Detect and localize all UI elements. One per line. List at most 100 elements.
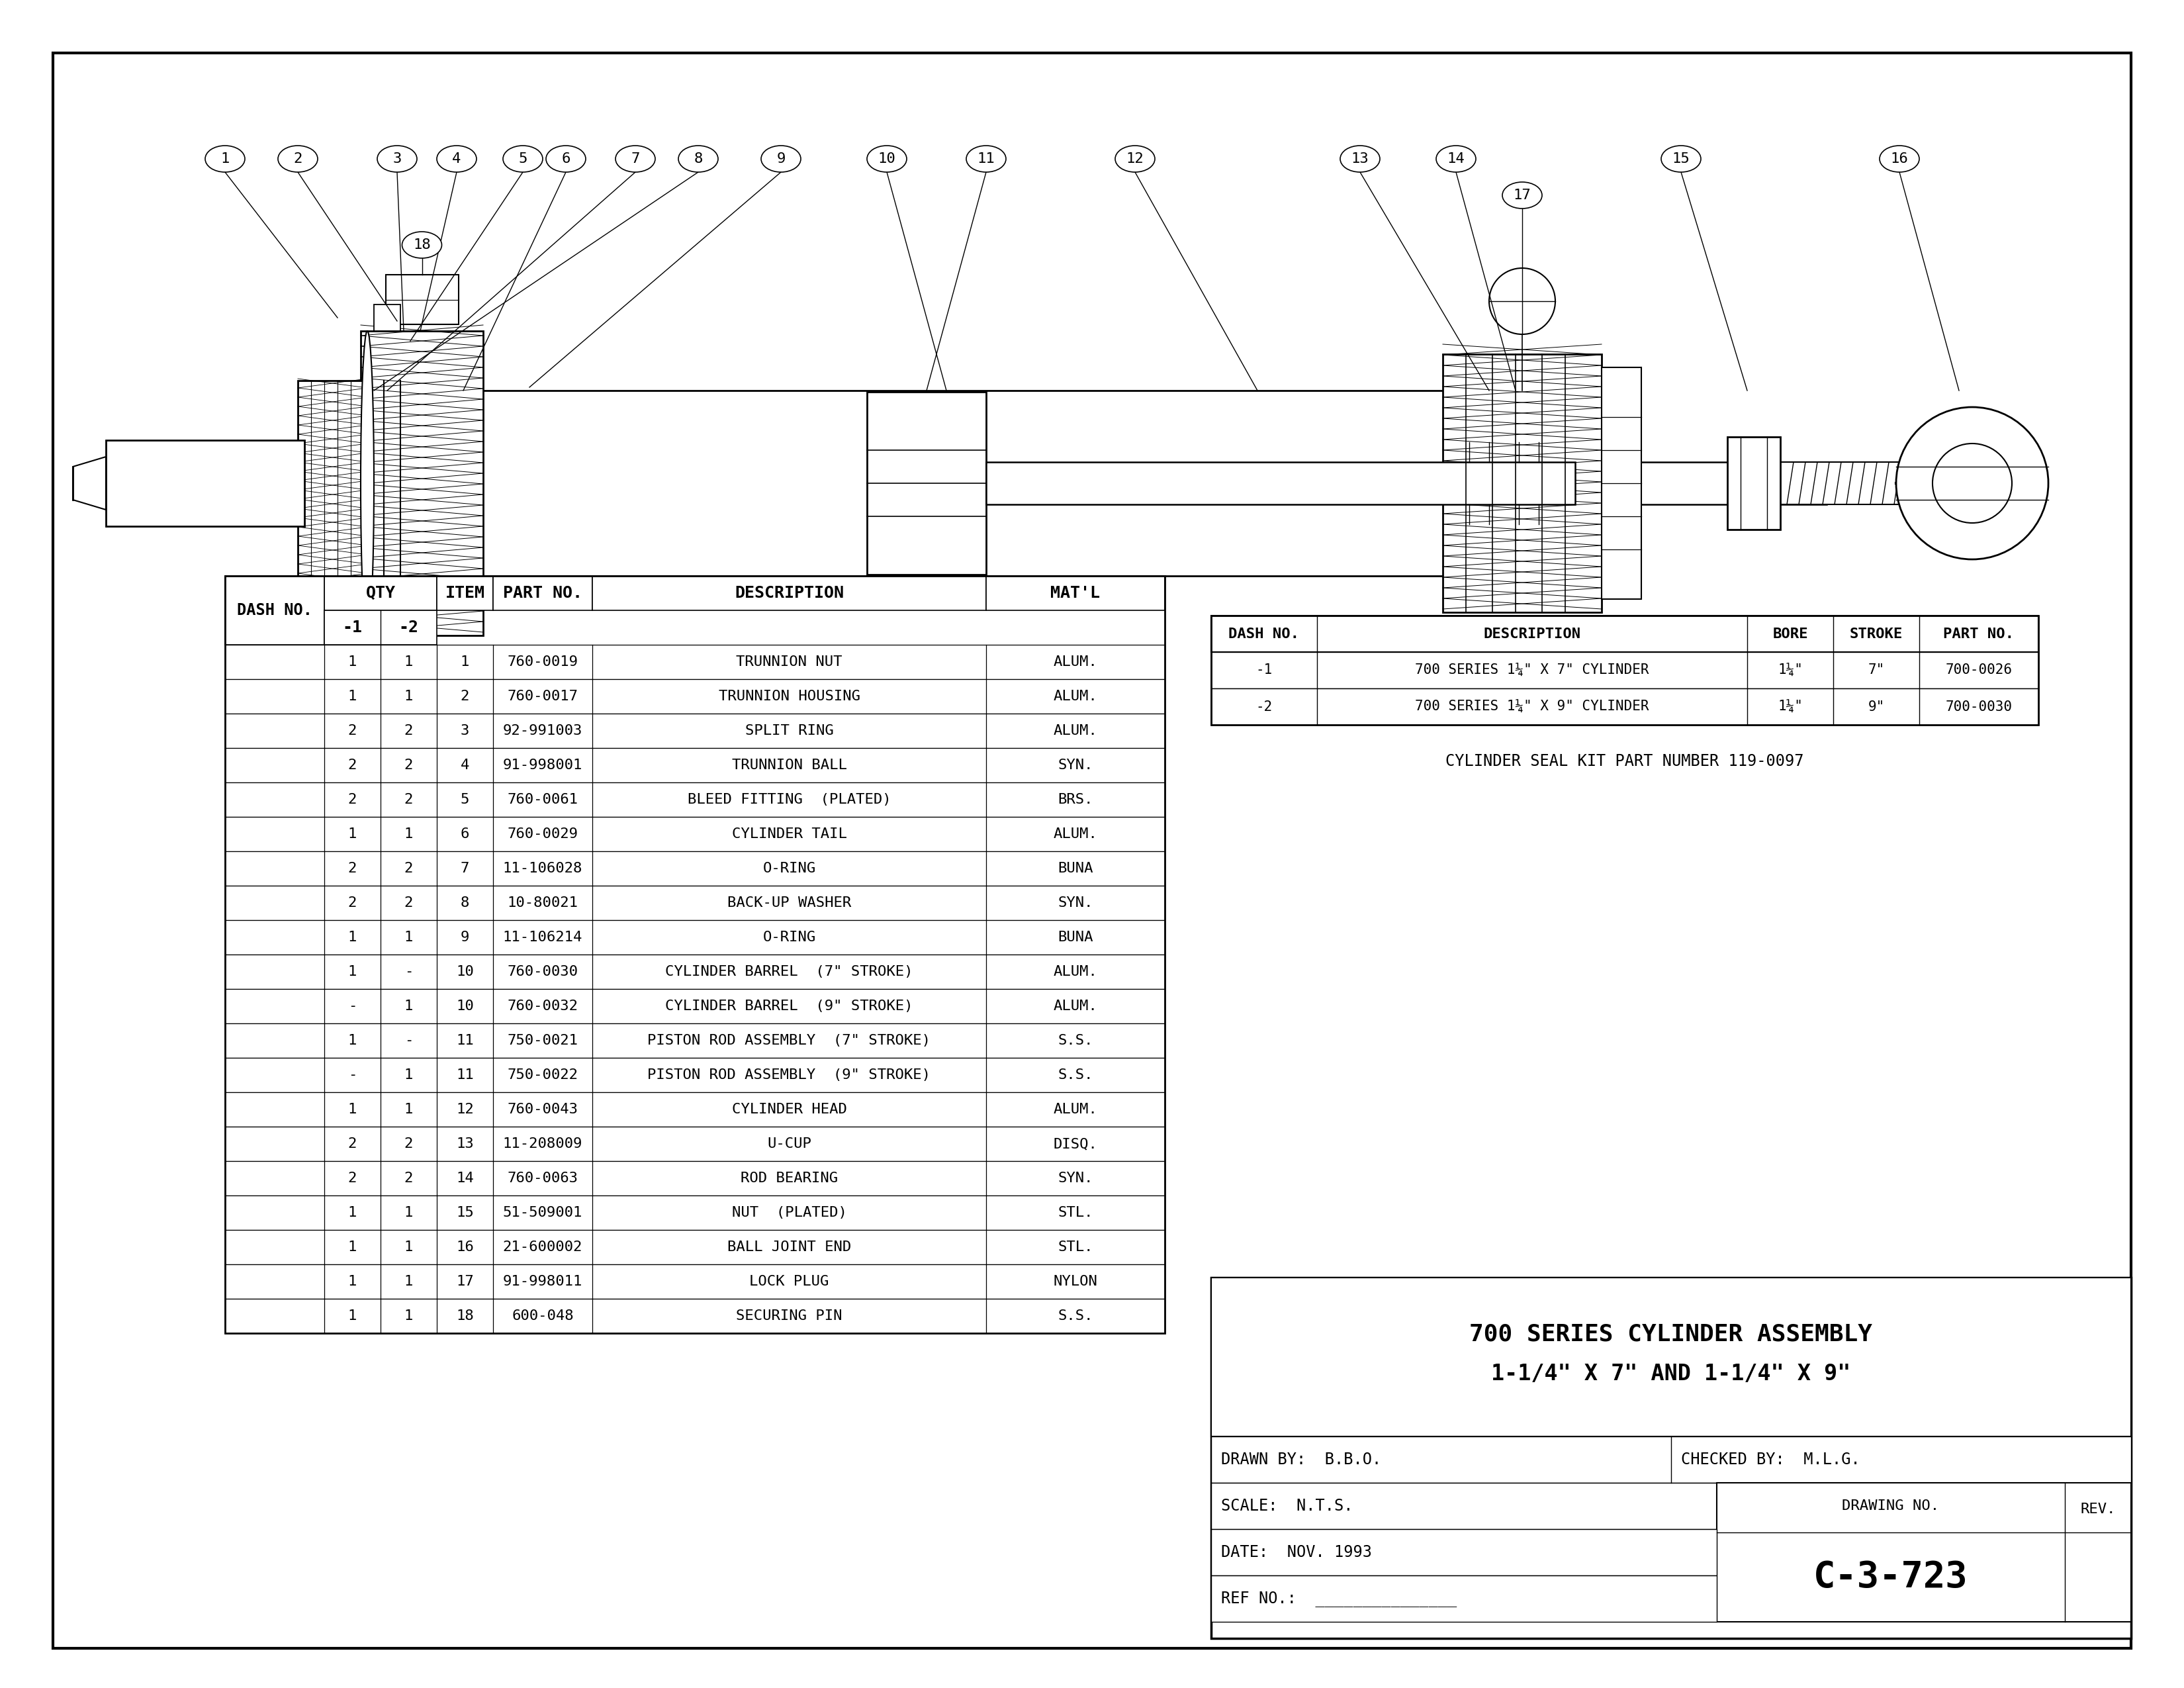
Text: 18: 18 bbox=[413, 238, 430, 252]
Ellipse shape bbox=[867, 145, 906, 172]
Text: 1¼": 1¼" bbox=[1778, 701, 1802, 714]
Text: 7: 7 bbox=[461, 863, 470, 874]
Ellipse shape bbox=[378, 145, 417, 172]
Text: 91-998011: 91-998011 bbox=[502, 1274, 583, 1288]
Bar bbox=[1212, 689, 2038, 724]
Bar bbox=[1212, 1278, 2132, 1436]
Text: 9: 9 bbox=[461, 930, 470, 944]
Text: 760-0029: 760-0029 bbox=[507, 827, 579, 841]
Text: TRUNNION BALL: TRUNNION BALL bbox=[732, 758, 847, 771]
Text: BUNA: BUNA bbox=[1057, 863, 1094, 874]
Text: 760-0030: 760-0030 bbox=[507, 966, 579, 979]
Bar bbox=[1444, 354, 1601, 613]
Text: 11-106214: 11-106214 bbox=[502, 930, 583, 944]
Bar bbox=[1212, 616, 2038, 652]
Text: 1: 1 bbox=[404, 690, 413, 702]
Text: 2: 2 bbox=[404, 758, 413, 771]
Bar bbox=[1212, 652, 2038, 689]
Text: SCALE:  N.T.S.: SCALE: N.T.S. bbox=[1221, 1497, 1354, 1514]
Text: CYLINDER SEAL KIT PART NUMBER 119-0097: CYLINDER SEAL KIT PART NUMBER 119-0097 bbox=[1446, 753, 1804, 770]
Text: ALUM.: ALUM. bbox=[1053, 999, 1099, 1013]
Ellipse shape bbox=[1341, 145, 1380, 172]
Text: 2: 2 bbox=[404, 1171, 413, 1185]
Text: 2: 2 bbox=[347, 724, 356, 738]
Text: 760-0063: 760-0063 bbox=[507, 1171, 579, 1185]
Text: BORE: BORE bbox=[1773, 628, 1808, 640]
Text: SYN.: SYN. bbox=[1057, 1171, 1094, 1185]
Text: 1-1/4" X 7" AND 1-1/4" X 9": 1-1/4" X 7" AND 1-1/4" X 9" bbox=[1492, 1362, 1850, 1384]
Text: 600-048: 600-048 bbox=[511, 1310, 574, 1323]
Text: 17: 17 bbox=[1514, 189, 1531, 203]
Text: 760-0017: 760-0017 bbox=[507, 690, 579, 702]
Text: 7": 7" bbox=[1867, 663, 1885, 677]
Bar bbox=[225, 1092, 1164, 1126]
Ellipse shape bbox=[502, 145, 542, 172]
Ellipse shape bbox=[1880, 145, 1920, 172]
Text: 760-0032: 760-0032 bbox=[507, 999, 579, 1013]
Text: 10: 10 bbox=[878, 152, 895, 165]
Bar bbox=[225, 1264, 1164, 1298]
Ellipse shape bbox=[546, 145, 585, 172]
Text: 10: 10 bbox=[456, 999, 474, 1013]
Bar bbox=[225, 851, 1164, 886]
Text: 12: 12 bbox=[1127, 152, 1144, 165]
Ellipse shape bbox=[437, 145, 476, 172]
Polygon shape bbox=[72, 457, 105, 510]
Text: 11-208009: 11-208009 bbox=[502, 1138, 583, 1151]
Text: 2: 2 bbox=[347, 896, 356, 910]
Text: 2: 2 bbox=[347, 1171, 356, 1185]
Text: U-CUP: U-CUP bbox=[767, 1138, 810, 1151]
Text: 2: 2 bbox=[404, 1138, 413, 1151]
Bar bbox=[225, 714, 1164, 748]
Text: ALUM.: ALUM. bbox=[1053, 827, 1099, 841]
Text: 1: 1 bbox=[347, 1207, 356, 1219]
Text: NUT  (PLATED): NUT (PLATED) bbox=[732, 1207, 847, 1219]
Text: 10-80021: 10-80021 bbox=[507, 896, 579, 910]
Circle shape bbox=[1896, 407, 2049, 559]
Bar bbox=[225, 989, 1164, 1023]
Text: 92-991003: 92-991003 bbox=[502, 724, 583, 738]
Text: 15: 15 bbox=[456, 1207, 474, 1219]
Ellipse shape bbox=[402, 231, 441, 258]
Text: 750-0021: 750-0021 bbox=[507, 1035, 579, 1047]
Bar bbox=[225, 1195, 1164, 1231]
Bar bbox=[225, 679, 1164, 714]
Bar bbox=[225, 817, 1164, 851]
Text: 13: 13 bbox=[1352, 152, 1369, 165]
Text: CYLINDER TAIL: CYLINDER TAIL bbox=[732, 827, 847, 841]
Text: 13: 13 bbox=[456, 1138, 474, 1151]
Bar bbox=[225, 645, 1164, 679]
Text: TRUNNION HOUSING: TRUNNION HOUSING bbox=[719, 690, 860, 702]
Text: 8: 8 bbox=[695, 152, 703, 165]
Text: 2: 2 bbox=[404, 863, 413, 874]
Ellipse shape bbox=[965, 145, 1007, 172]
Text: 1: 1 bbox=[404, 655, 413, 668]
Bar bbox=[225, 576, 1164, 1334]
Text: 1: 1 bbox=[347, 827, 356, 841]
Circle shape bbox=[1933, 444, 2011, 523]
Text: 10: 10 bbox=[456, 966, 474, 979]
Bar bbox=[225, 1023, 1164, 1058]
Text: PISTON ROD ASSEMBLY  (7" STROKE): PISTON ROD ASSEMBLY (7" STROKE) bbox=[649, 1035, 930, 1047]
Text: C-3-723: C-3-723 bbox=[1813, 1560, 1968, 1595]
Text: 1: 1 bbox=[347, 1102, 356, 1116]
Ellipse shape bbox=[1116, 145, 1155, 172]
Bar bbox=[1780, 463, 1926, 505]
Text: 2: 2 bbox=[347, 863, 356, 874]
Text: 11-106028: 11-106028 bbox=[502, 863, 583, 874]
Text: DASH NO.: DASH NO. bbox=[236, 603, 312, 618]
Text: 4: 4 bbox=[461, 758, 470, 771]
Text: 2: 2 bbox=[347, 1138, 356, 1151]
Text: 2: 2 bbox=[404, 793, 413, 807]
Text: 9": 9" bbox=[1867, 701, 1885, 714]
Ellipse shape bbox=[205, 145, 245, 172]
Text: STL.: STL. bbox=[1057, 1241, 1094, 1254]
Text: PART NO.: PART NO. bbox=[502, 586, 583, 601]
Circle shape bbox=[1489, 268, 1555, 334]
Text: -: - bbox=[404, 966, 413, 979]
Text: 5: 5 bbox=[518, 152, 526, 165]
Text: 1: 1 bbox=[404, 1274, 413, 1288]
Bar bbox=[1212, 1529, 1717, 1575]
Bar bbox=[225, 1058, 1164, 1092]
Text: 1: 1 bbox=[404, 999, 413, 1013]
